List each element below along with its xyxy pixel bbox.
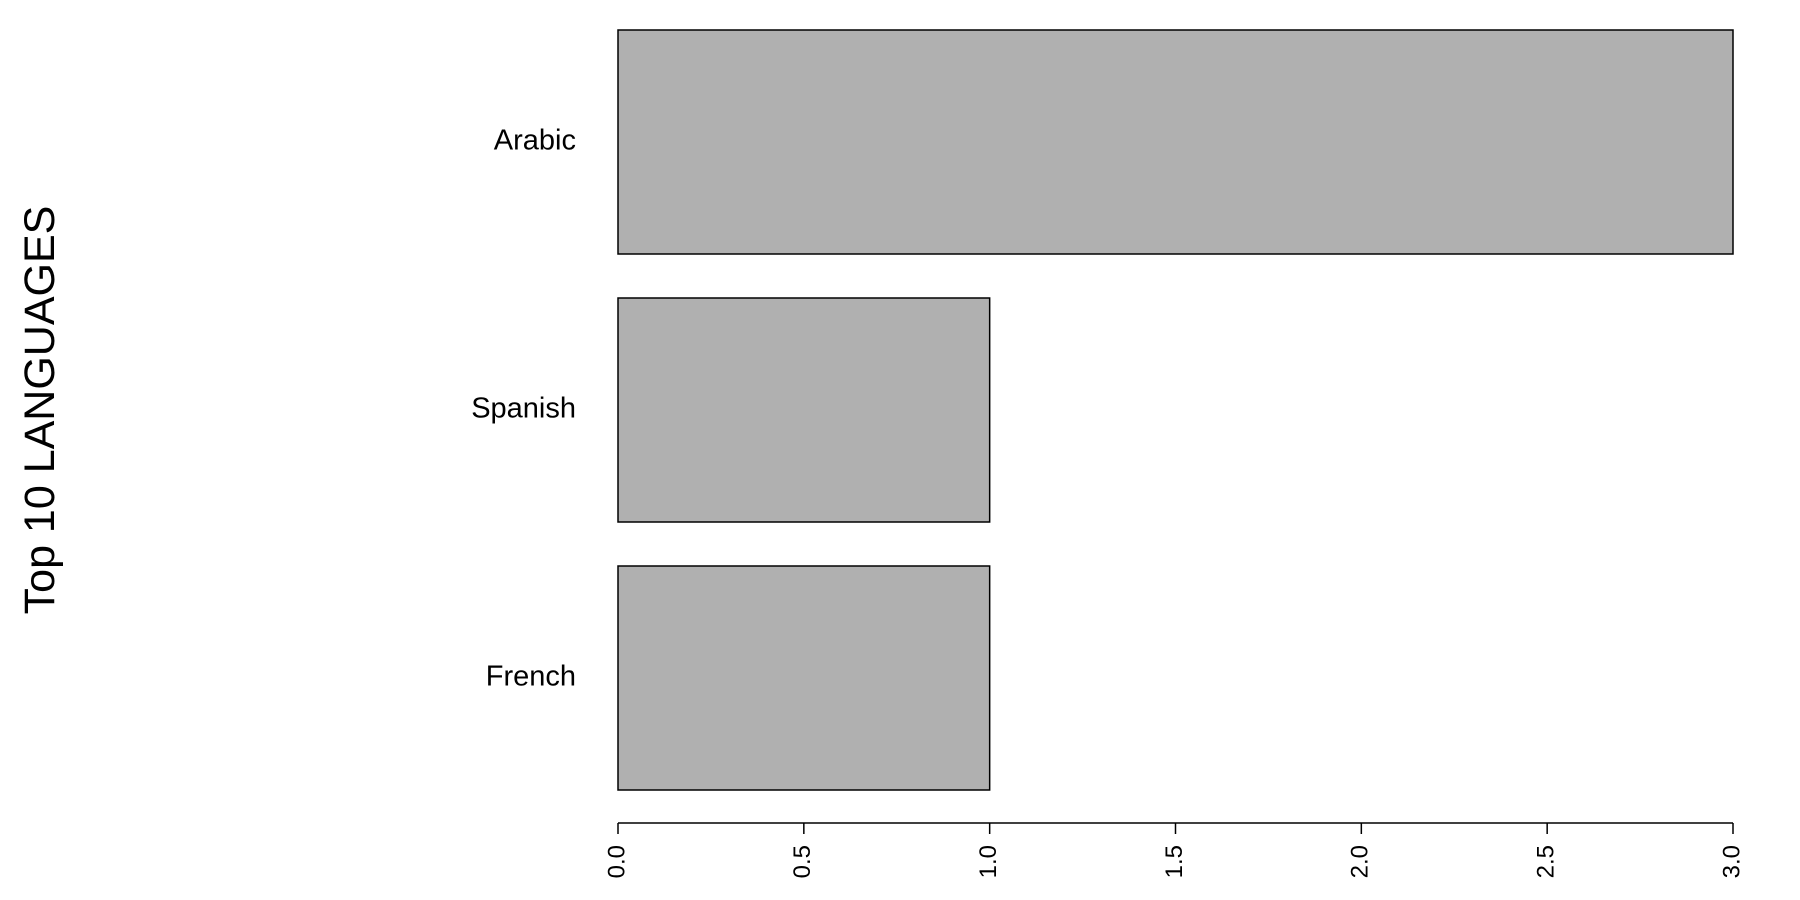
category-label-spanish: Spanish: [471, 393, 576, 425]
x-tick-label: 0.5: [789, 845, 816, 878]
bars-group: [617, 29, 1734, 791]
bar-spanish: [617, 297, 991, 523]
x-axis: 0.0 0.5 1.0 1.5 2.0 2.5 3.0: [603, 822, 1745, 878]
x-tick-label: 1.5: [1161, 845, 1188, 878]
bar-french: [617, 565, 991, 791]
y-axis-label: Top 10 LANGUAGES: [16, 206, 64, 615]
x-tick-label: 3.0: [1718, 845, 1745, 878]
category-labels: Arabic Spanish French: [471, 125, 576, 693]
bar-arabic: [617, 29, 1734, 255]
category-label-arabic: Arabic: [494, 125, 576, 157]
category-label-french: French: [486, 661, 576, 693]
x-tick-label: 0.0: [603, 845, 630, 878]
x-tick-label: 2.0: [1347, 845, 1374, 878]
x-tick-label: 2.5: [1533, 845, 1560, 878]
x-tick-label: 1.0: [975, 845, 1002, 878]
